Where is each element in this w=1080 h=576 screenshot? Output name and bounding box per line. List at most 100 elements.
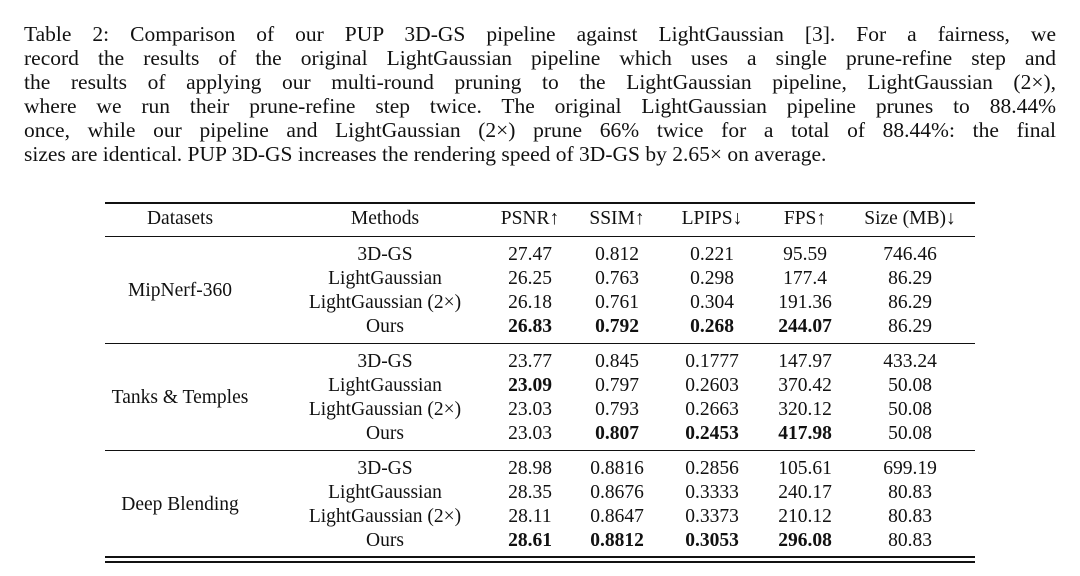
fps-cell: 177.4	[783, 268, 827, 289]
method-cell: LightGaussian (2×)	[308, 506, 462, 527]
header-rule	[105, 236, 975, 237]
caption-line: the results of applying our multi-round …	[24, 70, 1056, 94]
method-cell: 3D-GS	[357, 244, 413, 265]
header-row: Datasets Methods PSNR↑ SSIM↑ LPIPS↓ FPS↑…	[0, 207, 1080, 231]
psnr-cell: 26.25	[508, 268, 552, 289]
ssim-cell: 0.8676	[590, 482, 644, 503]
header-fps: FPS↑	[783, 208, 827, 229]
fps-cell: 244.07	[778, 316, 832, 337]
psnr-cell: 27.47	[508, 244, 552, 265]
table-row: 3D-GS 23.77 0.845 0.1777 147.97 433.24	[0, 350, 1080, 374]
caption-line: record the results of the original Light…	[24, 46, 1056, 70]
method-cell: Ours	[366, 423, 404, 444]
method-cell: LightGaussian	[328, 268, 442, 289]
ssim-cell: 0.761	[595, 292, 639, 313]
header-lpips: LPIPS↓	[681, 208, 743, 229]
psnr-cell: 28.11	[508, 506, 552, 527]
size-cell: 699.19	[883, 458, 937, 479]
fps-cell: 191.36	[778, 292, 832, 313]
header-methods: Methods	[350, 208, 420, 229]
caption-line: where we run their prune-refine step twi…	[24, 94, 1056, 118]
caption-line: sizes are identical. PUP 3D-GS increases…	[24, 142, 827, 166]
table-row: 3D-GS 27.47 0.812 0.221 95.59 746.46	[0, 243, 1080, 267]
group-rule	[105, 343, 975, 344]
method-cell: LightGaussian	[328, 375, 442, 396]
ssim-cell: 0.845	[595, 351, 639, 372]
size-cell: 86.29	[888, 292, 932, 313]
ssim-cell: 0.807	[595, 423, 639, 444]
group-rule	[105, 450, 975, 451]
size-cell: 80.83	[888, 530, 932, 551]
caption-line: Table 2: Comparison of our PUP 3D-GS pip…	[24, 22, 1056, 46]
top-rule	[105, 202, 975, 204]
lpips-cell: 0.221	[690, 244, 734, 265]
table-row: Ours 28.61 0.8812 0.3053 296.08 80.83	[0, 529, 1080, 553]
method-cell: 3D-GS	[357, 351, 413, 372]
psnr-cell: 23.09	[508, 375, 552, 396]
table-row: 3D-GS 28.98 0.8816 0.2856 105.61 699.19	[0, 457, 1080, 481]
table-row: LightGaussian (2×) 26.18 0.761 0.304 191.36 8…	[0, 291, 1080, 315]
table-row: LightGaussian 26.25 0.763 0.298 177.4 86.29	[0, 267, 1080, 291]
table-row: LightGaussian 23.09 0.797 0.2603 370.42 50.08	[0, 374, 1080, 398]
size-cell: 50.08	[888, 399, 932, 420]
lpips-cell: 0.2453	[685, 423, 739, 444]
dataset-label: Tanks & Temples	[111, 387, 249, 408]
fps-cell: 320.12	[778, 399, 832, 420]
lpips-cell: 0.2856	[685, 458, 739, 479]
method-cell: 3D-GS	[357, 458, 413, 479]
header-size: Size (MB)↓	[864, 208, 956, 229]
size-cell: 86.29	[888, 316, 932, 337]
size-cell: 433.24	[883, 351, 937, 372]
ssim-cell: 0.792	[595, 316, 639, 337]
table-row: LightGaussian (2×) 28.11 0.8647 0.3373 210.1…	[0, 505, 1080, 529]
fps-cell: 296.08	[778, 530, 832, 551]
size-cell: 746.46	[883, 244, 937, 265]
psnr-cell: 23.03	[508, 423, 552, 444]
method-cell: Ours	[366, 316, 404, 337]
lpips-cell: 0.2603	[685, 375, 739, 396]
fps-cell: 210.12	[778, 506, 832, 527]
ssim-cell: 0.8816	[590, 458, 644, 479]
lpips-cell: 0.304	[690, 292, 734, 313]
size-cell: 50.08	[888, 375, 932, 396]
method-cell: LightGaussian (2×)	[308, 292, 462, 313]
table-row: LightGaussian (2×) 23.03 0.793 0.2663 320.12…	[0, 398, 1080, 422]
bottom-rule	[105, 561, 975, 563]
fps-cell: 95.59	[783, 244, 827, 265]
header-ssim: SSIM↑	[589, 208, 645, 229]
method-cell: LightGaussian	[328, 482, 442, 503]
ssim-cell: 0.797	[595, 375, 639, 396]
psnr-cell: 28.61	[508, 530, 552, 551]
ssim-cell: 0.8812	[590, 530, 644, 551]
fps-cell: 417.98	[778, 423, 832, 444]
ssim-cell: 0.8647	[590, 506, 644, 527]
header-psnr: PSNR↑	[500, 208, 560, 229]
psnr-cell: 23.03	[508, 399, 552, 420]
method-cell: Ours	[366, 530, 404, 551]
size-cell: 50.08	[888, 423, 932, 444]
method-cell: LightGaussian (2×)	[308, 399, 462, 420]
ssim-cell: 0.763	[595, 268, 639, 289]
lpips-cell: 0.298	[690, 268, 734, 289]
psnr-cell: 28.98	[508, 458, 552, 479]
ssim-cell: 0.793	[595, 399, 639, 420]
size-cell: 80.83	[888, 506, 932, 527]
lpips-cell: 0.3333	[685, 482, 739, 503]
lpips-cell: 0.268	[690, 316, 734, 337]
lpips-cell: 0.2663	[685, 399, 739, 420]
bottom-rule	[105, 556, 975, 558]
dataset-label: Deep Blending	[121, 494, 239, 515]
fps-cell: 370.42	[778, 375, 832, 396]
size-cell: 80.83	[888, 482, 932, 503]
caption-line: once, while our pipeline and LightGaussi…	[24, 118, 1056, 142]
header-datasets: Datasets	[146, 208, 214, 229]
lpips-cell: 0.1777	[685, 351, 739, 372]
psnr-cell: 26.83	[508, 316, 552, 337]
table-row: Ours 23.03 0.807 0.2453 417.98 50.08	[0, 422, 1080, 446]
size-cell: 86.29	[888, 268, 932, 289]
psnr-cell: 23.77	[508, 351, 552, 372]
fps-cell: 240.17	[778, 482, 832, 503]
ssim-cell: 0.812	[595, 244, 639, 265]
lpips-cell: 0.3373	[685, 506, 739, 527]
fps-cell: 105.61	[778, 458, 832, 479]
